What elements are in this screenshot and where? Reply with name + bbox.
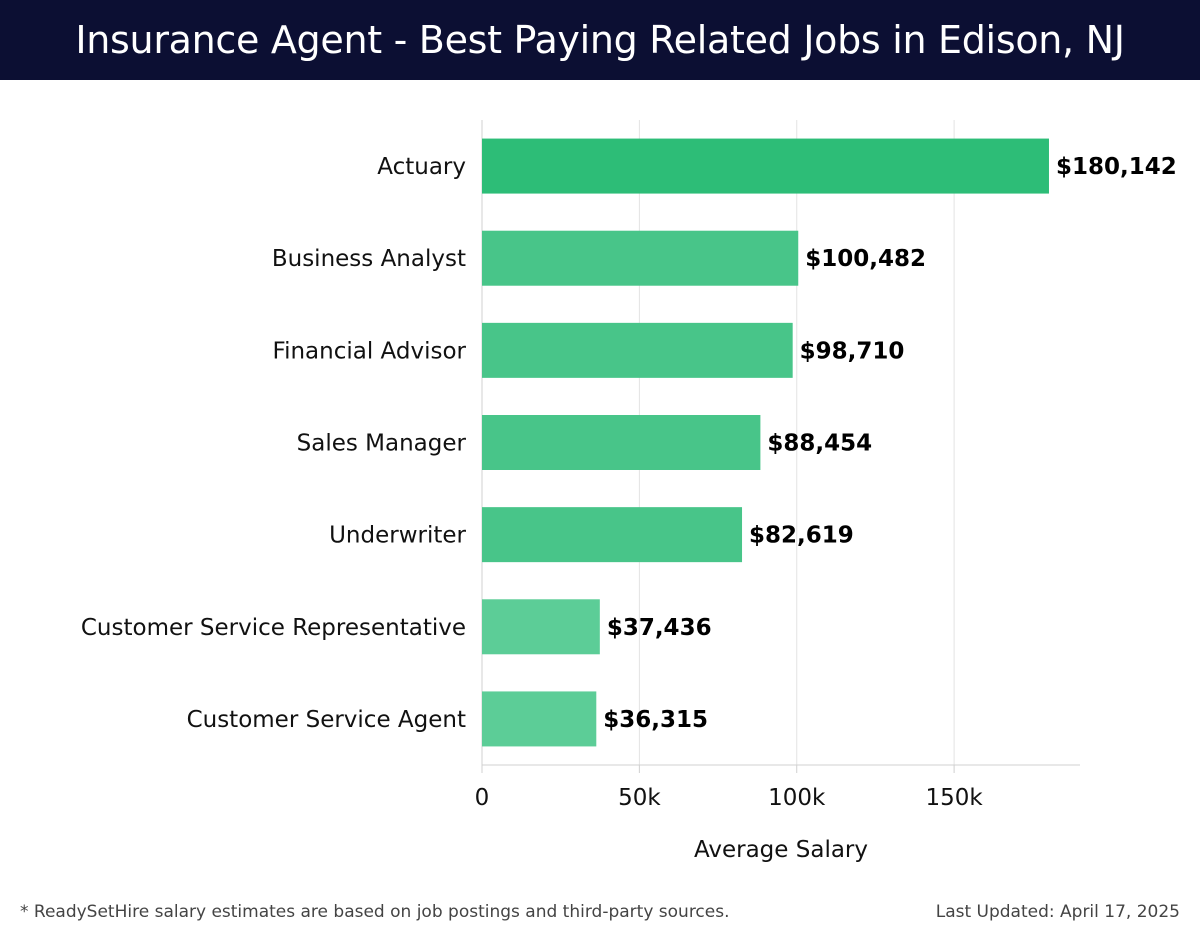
category-label: Customer Service Agent bbox=[187, 707, 466, 733]
bar bbox=[482, 507, 743, 563]
chart-title: Insurance Agent - Best Paying Related Jo… bbox=[75, 18, 1125, 62]
value-label: $88,454 bbox=[767, 431, 872, 457]
x-tick-label: 100k bbox=[768, 785, 826, 811]
footer-note: * ReadySetHire salary estimates are base… bbox=[20, 902, 730, 922]
bar bbox=[482, 138, 1049, 194]
x-tick-label: 50k bbox=[618, 785, 661, 811]
category-label: Business Analyst bbox=[272, 246, 466, 272]
last-updated: Last Updated: April 17, 2025 bbox=[935, 902, 1180, 922]
bar bbox=[482, 415, 761, 470]
category-label: Underwriter bbox=[329, 523, 466, 549]
value-label: $82,619 bbox=[749, 523, 854, 549]
value-label: $180,142 bbox=[1056, 154, 1177, 180]
value-label: $36,315 bbox=[603, 707, 708, 733]
x-axis-label: Average Salary bbox=[694, 837, 868, 863]
category-label: Customer Service Representative bbox=[81, 615, 466, 641]
title-banner: Insurance Agent - Best Paying Related Jo… bbox=[0, 0, 1200, 80]
category-label: Sales Manager bbox=[297, 431, 467, 457]
salary-bar-chart: 0 50k 100k 150k Average Salary Actuary $180,14… bbox=[81, 120, 1177, 863]
value-label: $100,482 bbox=[805, 246, 926, 272]
bar bbox=[482, 230, 799, 286]
bar bbox=[482, 322, 793, 378]
value-label: $37,436 bbox=[607, 615, 712, 641]
value-label: $98,710 bbox=[800, 338, 905, 364]
bar bbox=[482, 599, 600, 655]
category-label: Actuary bbox=[377, 154, 466, 180]
x-tick-label: 0 bbox=[475, 785, 490, 811]
x-tick-label: 150k bbox=[925, 785, 983, 811]
bar bbox=[482, 691, 597, 747]
category-label: Financial Advisor bbox=[273, 338, 467, 364]
